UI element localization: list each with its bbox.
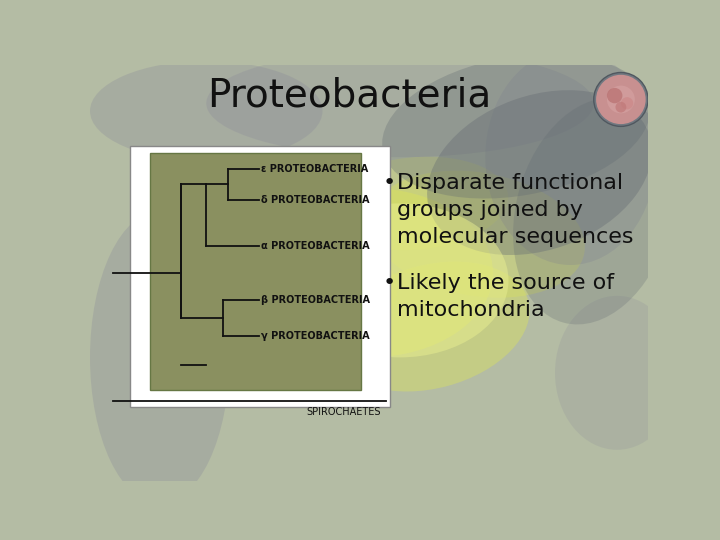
Circle shape bbox=[594, 72, 648, 126]
Ellipse shape bbox=[382, 54, 650, 199]
Text: ε PROTEOBACTERIA: ε PROTEOBACTERIA bbox=[261, 164, 369, 174]
Circle shape bbox=[596, 75, 646, 124]
Text: γ PROTEOBACTERIA: γ PROTEOBACTERIA bbox=[261, 331, 370, 341]
Text: Disparate functional
groups joined by
molecular sequences: Disparate functional groups joined by mo… bbox=[397, 173, 634, 247]
Ellipse shape bbox=[333, 262, 530, 392]
Ellipse shape bbox=[206, 49, 594, 157]
Ellipse shape bbox=[248, 249, 397, 357]
Ellipse shape bbox=[90, 211, 230, 504]
Circle shape bbox=[607, 85, 635, 113]
Ellipse shape bbox=[245, 188, 493, 357]
Text: δ PROTEOBACTERIA: δ PROTEOBACTERIA bbox=[261, 194, 370, 205]
Bar bbox=[130, 146, 390, 408]
Ellipse shape bbox=[370, 171, 585, 298]
Bar bbox=[150, 153, 361, 390]
Text: SPIROCHAETES: SPIROCHAETES bbox=[306, 408, 381, 417]
Text: α PROTEOBACTERIA: α PROTEOBACTERIA bbox=[261, 241, 370, 251]
Ellipse shape bbox=[323, 157, 508, 250]
Text: β PROTEOBACTERIA: β PROTEOBACTERIA bbox=[261, 295, 370, 305]
Ellipse shape bbox=[513, 98, 675, 325]
Ellipse shape bbox=[292, 204, 508, 357]
Circle shape bbox=[621, 97, 634, 110]
Text: Likely the source of
mitochondria: Likely the source of mitochondria bbox=[397, 273, 614, 320]
Ellipse shape bbox=[485, 49, 656, 265]
Text: •: • bbox=[383, 173, 396, 193]
Ellipse shape bbox=[427, 90, 652, 255]
Text: •: • bbox=[383, 273, 396, 293]
Circle shape bbox=[607, 88, 622, 103]
Circle shape bbox=[616, 102, 626, 112]
Ellipse shape bbox=[90, 61, 323, 161]
Ellipse shape bbox=[555, 296, 679, 450]
Text: Proteobacteria: Proteobacteria bbox=[207, 77, 492, 114]
